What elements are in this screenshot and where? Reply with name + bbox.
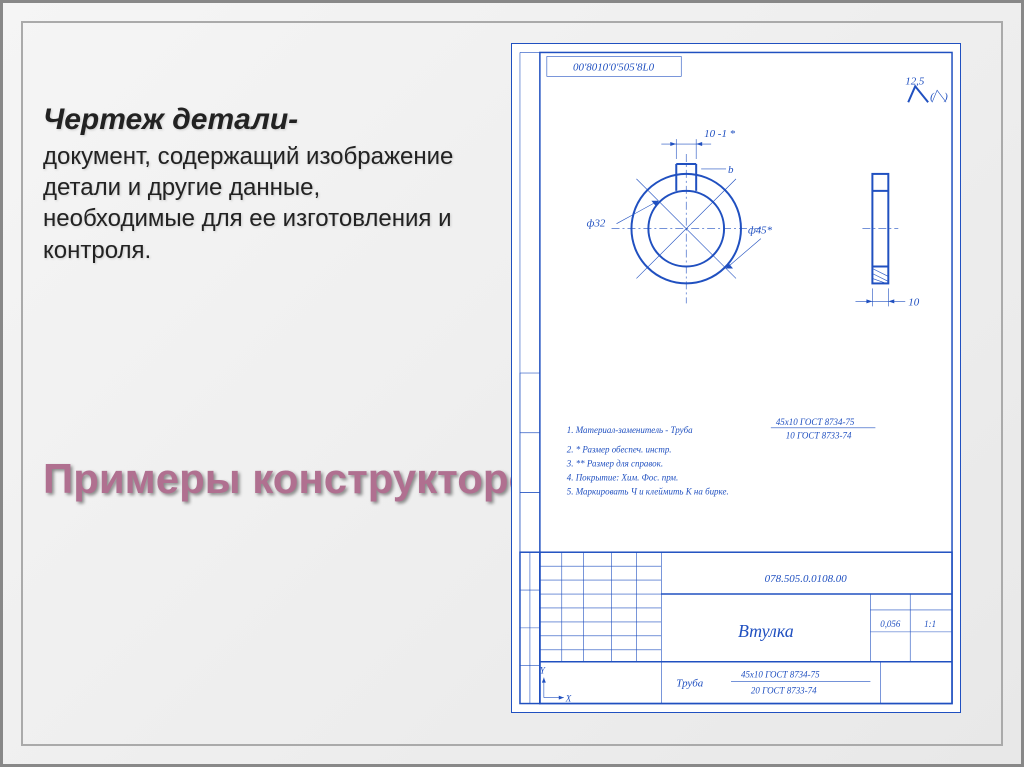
note-4: 4. Покрытие: Хим. Фос. прм. bbox=[567, 473, 678, 483]
heading-main: Чертеж детали- bbox=[43, 103, 463, 137]
title-name: Втулка bbox=[738, 621, 794, 641]
note-1: 1. Материал-заменитель - Труба bbox=[567, 425, 693, 435]
technical-drawing: 00'8010'0'505'8L0 12,5 ( ) bbox=[511, 43, 961, 713]
note-3: 3. ** Размер для справок. bbox=[566, 459, 663, 469]
slide-container: Чертеж детали- документ, содержащий изоб… bbox=[0, 0, 1024, 767]
material-label: Труба bbox=[676, 678, 703, 690]
text-column: Чертеж детали- документ, содержащий изоб… bbox=[43, 103, 463, 266]
title-mass: 0,056 bbox=[880, 619, 901, 629]
axis-x: X bbox=[565, 694, 572, 704]
dim-dia2: ф45* bbox=[748, 225, 773, 237]
note-2: 2. * Размер обеспеч. инстр. bbox=[567, 445, 672, 455]
dim-top: 10 -1 * bbox=[704, 128, 736, 140]
definition-text: документ, содержащий изображение детали … bbox=[43, 141, 463, 266]
material-top: 45х10 ГОСТ 8734-75 bbox=[741, 670, 820, 680]
axis-y: Y bbox=[540, 666, 546, 676]
partnum-rotated: 00'8010'0'505'8L0 bbox=[573, 61, 655, 73]
note1-bot: 10 ГОСТ 8733-74 bbox=[786, 431, 852, 441]
svg-text:): ) bbox=[943, 91, 948, 103]
dim-thickness: 10 bbox=[908, 296, 919, 308]
title-partnum: 078.505.0.0108.00 bbox=[765, 573, 848, 585]
inner-frame: Чертеж детали- документ, содержащий изоб… bbox=[21, 21, 1003, 746]
dim-b: b bbox=[728, 164, 734, 176]
dim-dia1: ф32 bbox=[587, 218, 606, 230]
note-5: 5. Маркировать Ч и клеймить К на бирке. bbox=[567, 486, 729, 496]
note1-top: 45х10 ГОСТ 8734-75 bbox=[776, 417, 855, 427]
title-scale: 1:1 bbox=[924, 619, 936, 629]
material-bot: 20 ГОСТ 8733-74 bbox=[751, 686, 817, 696]
